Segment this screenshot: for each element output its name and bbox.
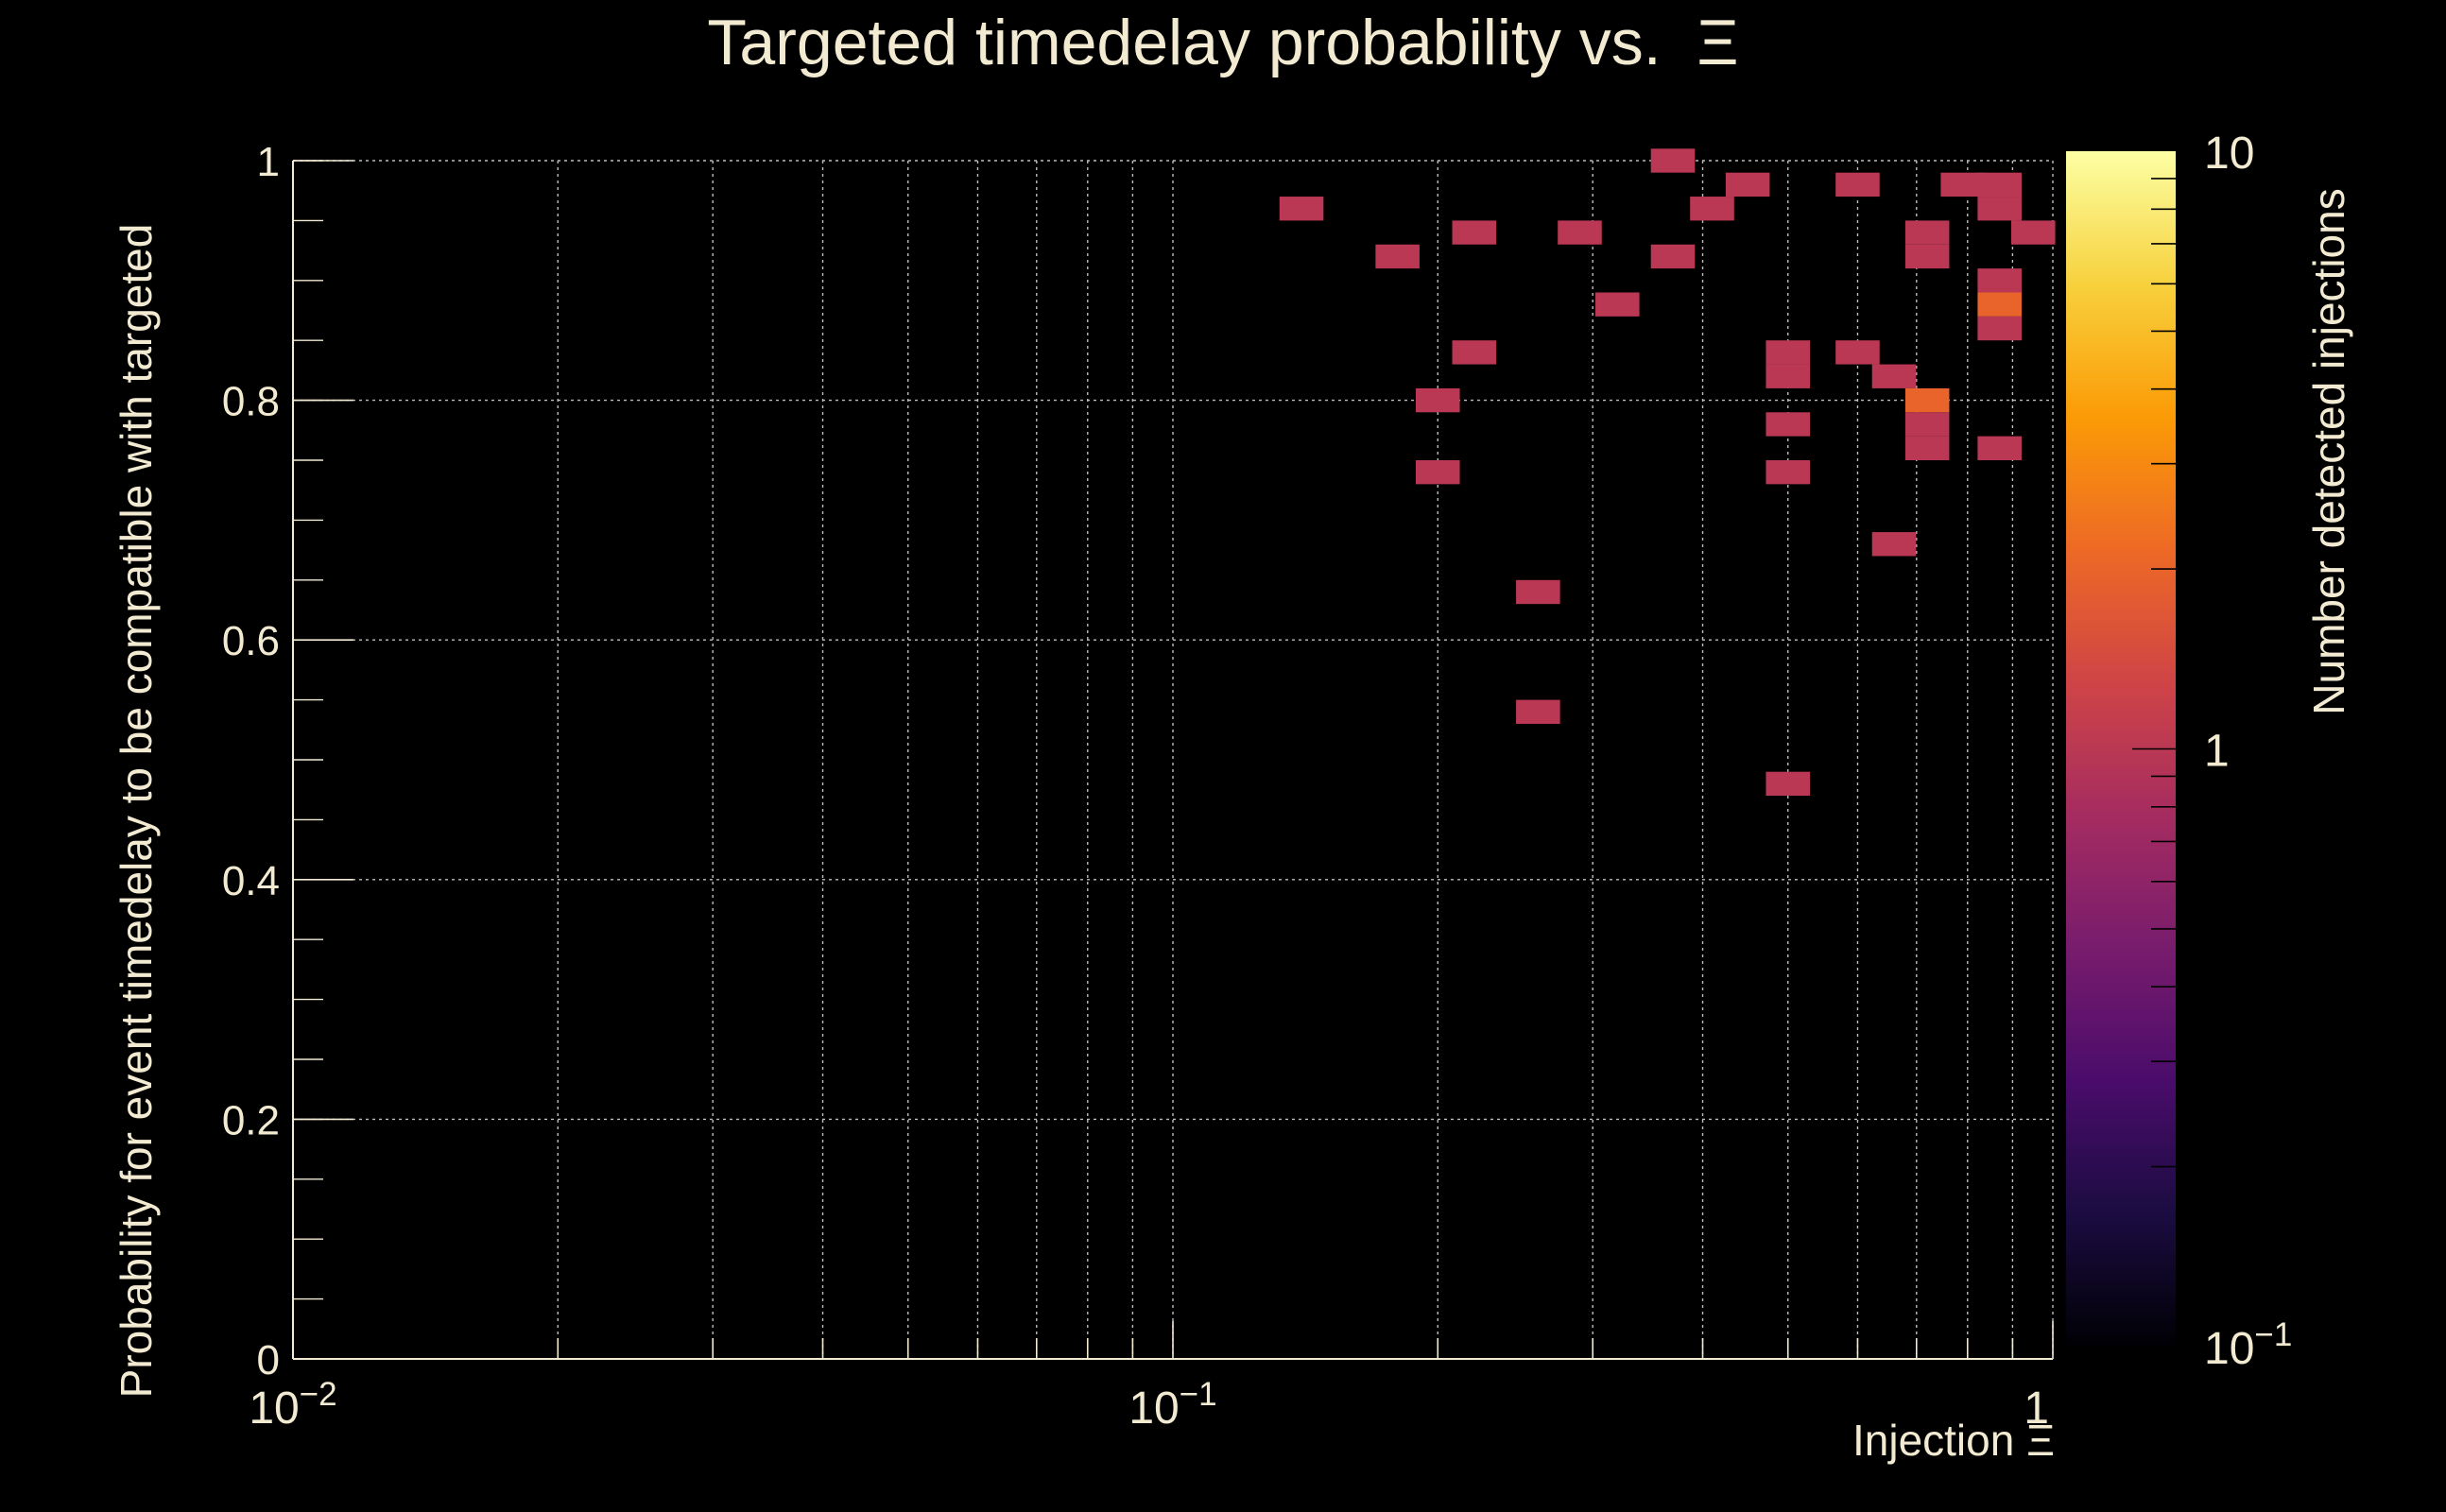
- chart-title: Targeted timedelay probability vs. Ξ: [707, 7, 1738, 78]
- x-tick-label: 1: [2024, 1383, 2049, 1434]
- heatmap-cell: [1595, 292, 1640, 317]
- heatmap-cell: [1279, 197, 1324, 221]
- heatmap-cell: [1977, 197, 2022, 221]
- y-tick-label: 0.6: [222, 618, 280, 664]
- heatmap-cell: [1516, 579, 1560, 605]
- x-tick-label: 10−2: [249, 1376, 336, 1435]
- y-tick-label: 0.2: [222, 1097, 280, 1143]
- heatmap-cell: [1904, 244, 1950, 269]
- heatmap-cell: [1977, 292, 2022, 317]
- heatmap-cell: [1835, 172, 1880, 198]
- y-axis-label: Probability for event timedelay to be co…: [112, 224, 161, 1399]
- heatmap-cell: [1452, 220, 1497, 245]
- heatmap-cell: [1977, 268, 2022, 293]
- heatmap-bins: [1279, 148, 2056, 797]
- axes-layer: 0 0.2 0.4 0.6 0.8 1 10−2 10−1 1: [222, 139, 2054, 1435]
- heatmap-cell: [1977, 316, 2022, 341]
- heatmap-cell: [1725, 172, 1770, 198]
- y-tick-label: 0: [257, 1337, 280, 1383]
- heatmap-cell: [1904, 436, 1950, 460]
- colorbar: 10−1 1 10: [2066, 129, 2292, 1374]
- heatmap-cell: [1766, 460, 1811, 485]
- x-axis-label: Injection Ξ: [1852, 1416, 2055, 1465]
- heatmap-cell: [1766, 771, 1811, 797]
- heatmap-cell: [1415, 387, 1460, 413]
- colorbar-tick-label: 1: [2204, 727, 2230, 777]
- heatmap-cell: [1516, 699, 1560, 724]
- heatmap-cell: [1940, 172, 1985, 198]
- y-tick-label: 0.8: [222, 379, 280, 425]
- heatmap-cell: [1650, 148, 1696, 173]
- heatmap-cell: [1415, 460, 1460, 485]
- heatmap-cell: [1904, 387, 1950, 413]
- y-tick-label: 1: [257, 139, 280, 185]
- heatmap-cell: [1904, 220, 1950, 245]
- heatmap-cell: [2010, 220, 2056, 245]
- y-tick-label: 0.4: [222, 858, 280, 904]
- heatmap-cell: [1977, 436, 2022, 460]
- colorbar-tick-label: 10−1: [2204, 1316, 2292, 1375]
- heatmap-cell: [1977, 172, 2022, 198]
- x-tick-label: 10−1: [1128, 1376, 1216, 1435]
- heatmap-cell: [1650, 244, 1696, 269]
- heatmap-cell: [1375, 244, 1420, 269]
- heatmap-cell: [1835, 340, 1880, 365]
- colorbar-tick-label: 10: [2204, 129, 2254, 179]
- heatmap-cell: [1558, 220, 1602, 245]
- grid-layer: [292, 160, 2054, 1360]
- heatmap-cell: [1904, 412, 1950, 437]
- heatmap-cell: [1766, 412, 1811, 437]
- heatmap-cell: [1766, 340, 1811, 365]
- heatmap-cell: [1690, 197, 1734, 221]
- heatmap-cell: [1871, 532, 1917, 557]
- heatmap-cell: [1766, 364, 1811, 388]
- colorbar-label: Number detected injections: [2304, 188, 2353, 714]
- heatmap-cell: [1452, 340, 1497, 365]
- heatmap-cell: [1871, 364, 1917, 388]
